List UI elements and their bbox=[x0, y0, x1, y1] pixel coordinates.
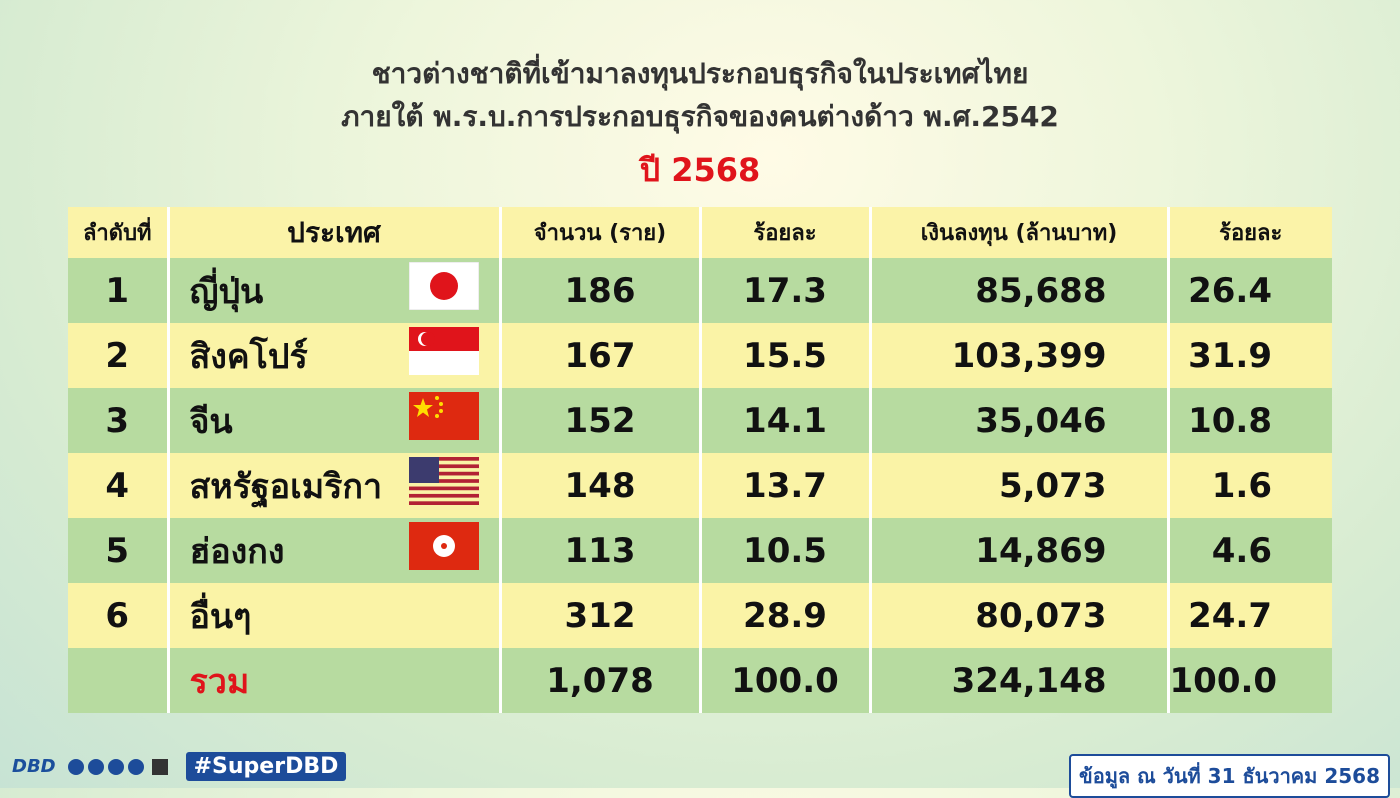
cell: 1.6 bbox=[1166, 453, 1332, 518]
cell: 31.9 bbox=[1166, 323, 1332, 388]
country-cell: อื่นๆ bbox=[166, 583, 500, 648]
country-cell: สหรัฐอเมริกา bbox=[166, 453, 500, 518]
table-row: 6 อื่นๆ 312 28.9 80,073 24.7 bbox=[68, 583, 1332, 648]
cell: 26.4 bbox=[1166, 258, 1332, 323]
cell: 100.0 bbox=[698, 648, 870, 713]
table-row: 3 จีน 152 14.1 35,046 10.8 bbox=[68, 388, 1332, 453]
cell: 28.9 bbox=[698, 583, 870, 648]
flag bbox=[408, 392, 479, 449]
col-header: ประเทศ bbox=[166, 207, 500, 258]
country-name: จีน bbox=[189, 401, 233, 442]
cell: 4.6 bbox=[1166, 518, 1332, 583]
footer-left: DBD #SuperDBD bbox=[12, 752, 347, 781]
cell: 152 bbox=[498, 388, 700, 453]
cell: 1 bbox=[68, 258, 168, 323]
cell: 324,148 bbox=[868, 648, 1168, 713]
col-header: จำนวน (ราย) bbox=[498, 207, 700, 258]
country-cell: ฮ่องกง bbox=[166, 518, 500, 583]
cell: 15.5 bbox=[698, 323, 870, 388]
country: จีน bbox=[170, 392, 499, 449]
country-cell: ญี่ปุ่น bbox=[166, 258, 500, 323]
total-label: รวม bbox=[166, 648, 500, 713]
cell: 14,869 bbox=[868, 518, 1168, 583]
table-row: 1 ญี่ปุ่น 186 17.3 85,688 26.4 bbox=[68, 258, 1332, 323]
cell: 148 bbox=[498, 453, 700, 518]
col-header: เงินลงทุน (ล้านบาท) bbox=[868, 207, 1168, 258]
cell: 35,046 bbox=[868, 388, 1168, 453]
flag bbox=[408, 261, 479, 319]
cell bbox=[68, 648, 168, 713]
total-row: รวม 1,078 100.0 324,148 100.0 bbox=[68, 648, 1332, 713]
cell: 186 bbox=[498, 258, 700, 323]
cell: 4 bbox=[68, 453, 168, 518]
table: ลำดับที่ ประเทศ จำนวน (ราย) ร้อยละ เงินล… bbox=[68, 207, 1332, 713]
cell: 3 bbox=[68, 388, 168, 453]
header-row: ลำดับที่ ประเทศ จำนวน (ราย) ร้อยละ เงินล… bbox=[68, 207, 1332, 258]
logo: DBD bbox=[12, 756, 56, 777]
col-header: ร้อยละ bbox=[1166, 207, 1332, 258]
country: อื่นๆ bbox=[170, 589, 499, 643]
country: สิงคโปร์ bbox=[170, 327, 499, 384]
country-name: ญี่ปุ่น bbox=[189, 271, 264, 312]
country-cell: จีน bbox=[166, 388, 500, 453]
flag bbox=[408, 522, 479, 579]
cell: 5 bbox=[68, 518, 168, 583]
cell: 312 bbox=[498, 583, 700, 648]
cell: 13.7 bbox=[698, 453, 870, 518]
cell: 113 bbox=[498, 518, 700, 583]
cell: 17.3 bbox=[698, 258, 870, 323]
cell: 80,073 bbox=[868, 583, 1168, 648]
col-header: ร้อยละ bbox=[698, 207, 870, 258]
table-row: 4 สหรัฐอเมริกา 148 13.7 5,073 1.6 bbox=[68, 453, 1332, 518]
data-note: ข้อมูล ณ วันที่ 31 ธันวาคม 2568 bbox=[1069, 754, 1390, 798]
title: ภายใต้ พ.ร.บ.การประกอบธุรกิจของคนต่างด้า… bbox=[341, 100, 1059, 133]
year: ปี 2568 bbox=[639, 151, 761, 189]
social-icons bbox=[67, 758, 168, 775]
cell: 14.1 bbox=[698, 388, 870, 453]
flag-icon bbox=[408, 457, 479, 505]
cell: 5,073 bbox=[868, 453, 1168, 518]
cell: 103,399 bbox=[868, 323, 1168, 388]
flag-icon bbox=[408, 392, 479, 440]
country: ฮ่องกง bbox=[170, 522, 499, 579]
cell: 100.0 bbox=[1166, 648, 1332, 713]
country: ญี่ปุ่น bbox=[170, 261, 499, 319]
country: สหรัฐอเมริกา bbox=[170, 457, 499, 514]
title: ชาวต่างชาติที่เข้ามาลงทุนประกอบธุรกิจในป… bbox=[371, 57, 1029, 90]
cell: 167 bbox=[498, 323, 700, 388]
col-header: ลำดับที่ bbox=[68, 207, 168, 258]
cell: 85,688 bbox=[868, 258, 1168, 323]
country-name: ฮ่องกง bbox=[189, 531, 285, 572]
flag bbox=[408, 457, 479, 514]
country-name: อื่นๆ bbox=[189, 596, 252, 637]
flag bbox=[408, 327, 479, 384]
cell: 10.8 bbox=[1166, 388, 1332, 453]
table-row: 5 ฮ่องกง 113 10.5 14,869 4.6 bbox=[68, 518, 1332, 583]
flag-icon bbox=[408, 261, 479, 311]
flag-icon bbox=[408, 522, 479, 570]
hashtag: #SuperDBD bbox=[185, 752, 347, 781]
country-name: สหรัฐอเมริกา bbox=[189, 466, 383, 507]
cell: 6 bbox=[68, 583, 168, 648]
country-name: สิงคโปร์ bbox=[189, 336, 308, 377]
cell: 1,078 bbox=[498, 648, 700, 713]
country-cell: สิงคโปร์ bbox=[166, 323, 500, 388]
flag-icon bbox=[408, 327, 479, 375]
cell: 2 bbox=[68, 323, 168, 388]
cell: 24.7 bbox=[1166, 583, 1332, 648]
cell: 10.5 bbox=[698, 518, 870, 583]
table-row: 2 สิงคโปร์ 167 15.5 103,399 31.9 bbox=[68, 323, 1332, 388]
